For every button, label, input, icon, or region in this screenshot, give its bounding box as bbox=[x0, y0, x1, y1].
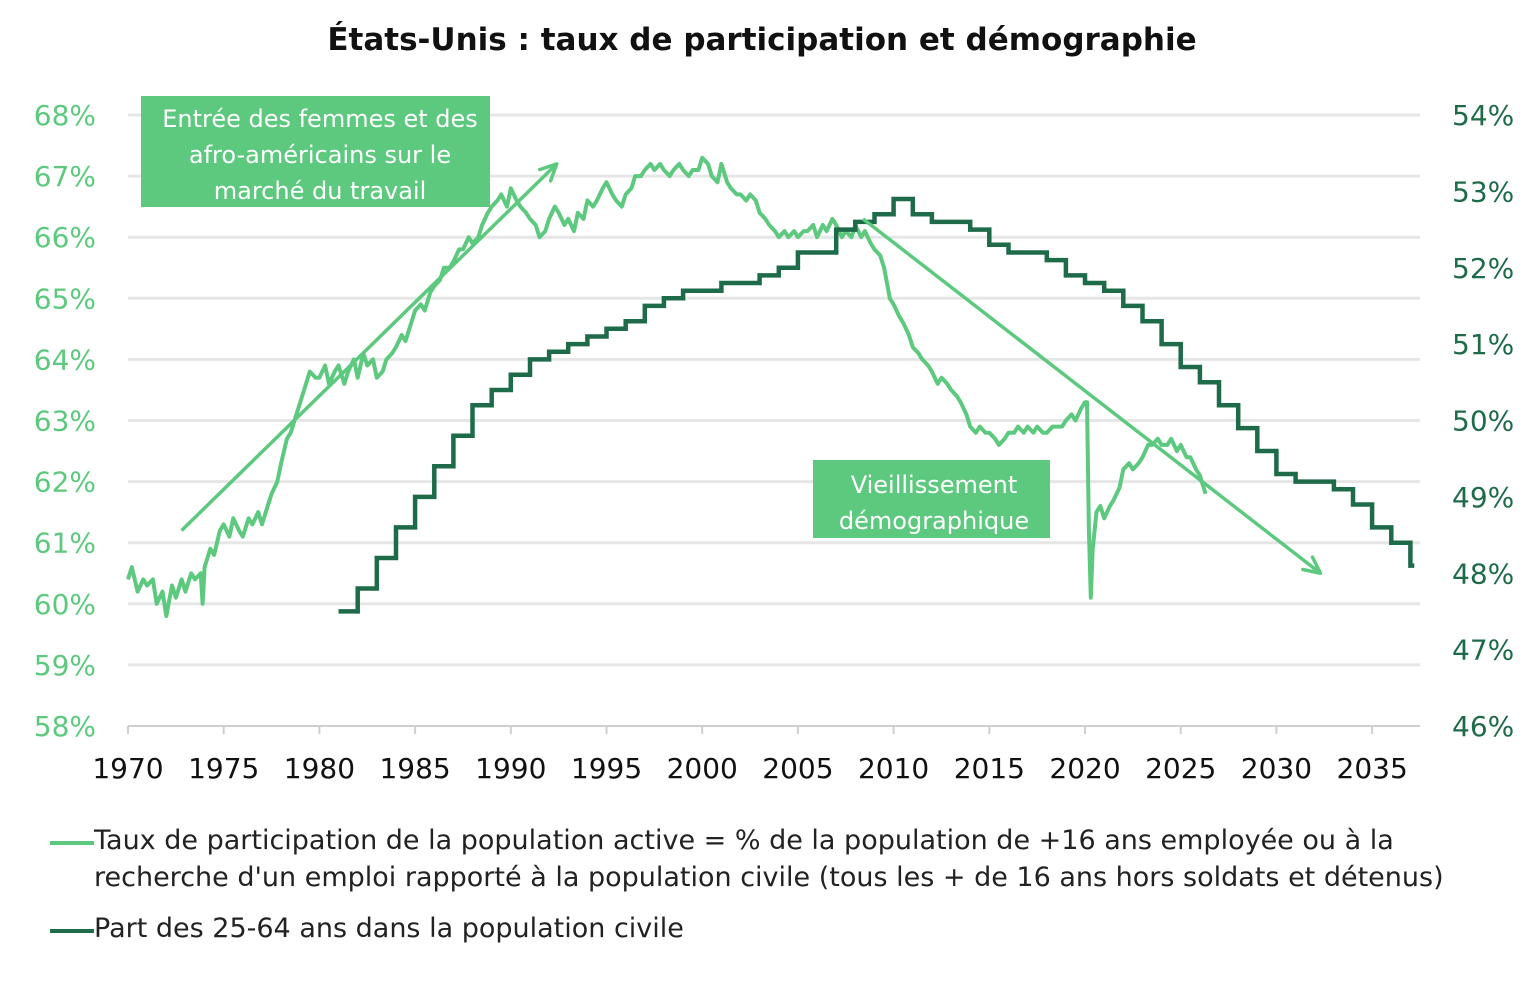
trend-arrow-head-2 bbox=[1301, 555, 1323, 575]
arrows-layer bbox=[180, 162, 1323, 575]
y-axis-right: 46% 47% 48% 49% 50% 51% 52% 53% 54% bbox=[1452, 99, 1514, 743]
trend-arrow-1 bbox=[180, 162, 558, 532]
y-axis-left: 58% 59% 60% 61% 62% 63% 64% 65% 66% 67% 68% bbox=[34, 99, 96, 743]
x-tick-label: 2010 bbox=[858, 752, 929, 785]
x-tick-label: 1985 bbox=[379, 752, 450, 785]
y-right-tick-label: 51% bbox=[1452, 328, 1514, 361]
annotation-text-line: marché du travail bbox=[214, 177, 427, 205]
series-25-64-line bbox=[338, 196, 1415, 614]
x-tick-label: 2020 bbox=[1049, 752, 1120, 785]
y-left-tick-label: 65% bbox=[34, 282, 96, 315]
x-tick-label: 2030 bbox=[1241, 752, 1312, 785]
y-left-tick-label: 58% bbox=[34, 710, 96, 743]
x-tick-label: 1975 bbox=[188, 752, 259, 785]
y-left-tick-label: 68% bbox=[34, 99, 96, 132]
series-participation-line bbox=[126, 155, 1208, 618]
series-layer bbox=[126, 155, 1415, 618]
annotation-text-line: Entrée des femmes et des bbox=[162, 105, 478, 133]
y-left-tick-label: 64% bbox=[34, 343, 96, 376]
legend-swatch-25-64 bbox=[50, 929, 94, 933]
x-tick-label: 1970 bbox=[92, 752, 163, 785]
x-tick-label: 1980 bbox=[284, 752, 355, 785]
annotations-layer: Entrée des femmes et des afro-américains … bbox=[141, 96, 1050, 538]
chart: États-Unis : taux de participation et dé… bbox=[34, 22, 1514, 785]
y-left-tick-label: 60% bbox=[34, 588, 96, 621]
x-axis: 1970 1975 1980 1985 1990 1995 2000 2005 2010 2015… bbox=[92, 725, 1420, 785]
legend-item-25-64: Part des 25-64 ans dans la population ci… bbox=[50, 910, 1494, 947]
y-right-tick-label: 49% bbox=[1452, 481, 1514, 514]
trend-arrow-2 bbox=[861, 217, 1322, 575]
legend-label-25-64: Part des 25-64 ans dans la population ci… bbox=[94, 913, 684, 944]
chart-title: États-Unis : taux de participation et dé… bbox=[327, 22, 1196, 58]
y-right-tick-label: 47% bbox=[1452, 634, 1514, 667]
y-left-tick-label: 59% bbox=[34, 649, 96, 682]
x-tick-label: 2025 bbox=[1145, 752, 1216, 785]
y-right-tick-label: 54% bbox=[1452, 99, 1514, 132]
x-tick-label: 1990 bbox=[475, 752, 546, 785]
y-right-tick-label: 53% bbox=[1452, 175, 1514, 208]
annotation-box-1 bbox=[141, 96, 490, 207]
annotation-text-line: afro-américains sur le bbox=[189, 141, 451, 169]
legend-swatch-participation bbox=[50, 841, 94, 845]
y-right-tick-label: 50% bbox=[1452, 405, 1514, 438]
trend-arrow-head-1 bbox=[537, 162, 559, 183]
x-tick-label: 1995 bbox=[571, 752, 642, 785]
annotation-text-line: Vieillissement bbox=[851, 471, 1018, 499]
x-tick-label: 2015 bbox=[954, 752, 1025, 785]
y-left-tick-label: 61% bbox=[34, 527, 96, 560]
annotation-text-line: démographique bbox=[839, 507, 1029, 535]
y-left-tick-label: 67% bbox=[34, 160, 96, 193]
annotation-box-2 bbox=[813, 460, 1050, 538]
y-right-tick-label: 48% bbox=[1452, 557, 1514, 590]
y-left-tick-label: 62% bbox=[34, 466, 96, 499]
legend: Taux de participation de la population a… bbox=[50, 822, 1494, 947]
y-left-tick-label: 63% bbox=[34, 405, 96, 438]
y-right-tick-label: 52% bbox=[1452, 252, 1514, 285]
y-right-tick-label: 46% bbox=[1452, 710, 1514, 743]
x-tick-label: 2035 bbox=[1337, 752, 1408, 785]
y-left-tick-label: 66% bbox=[34, 221, 96, 254]
x-tick-label: 2005 bbox=[762, 752, 833, 785]
legend-label-participation: Taux de participation de la population a… bbox=[94, 825, 1444, 893]
x-tick-label: 2000 bbox=[667, 752, 738, 785]
legend-item-participation: Taux de participation de la population a… bbox=[50, 822, 1494, 896]
gridlines bbox=[128, 113, 1420, 667]
